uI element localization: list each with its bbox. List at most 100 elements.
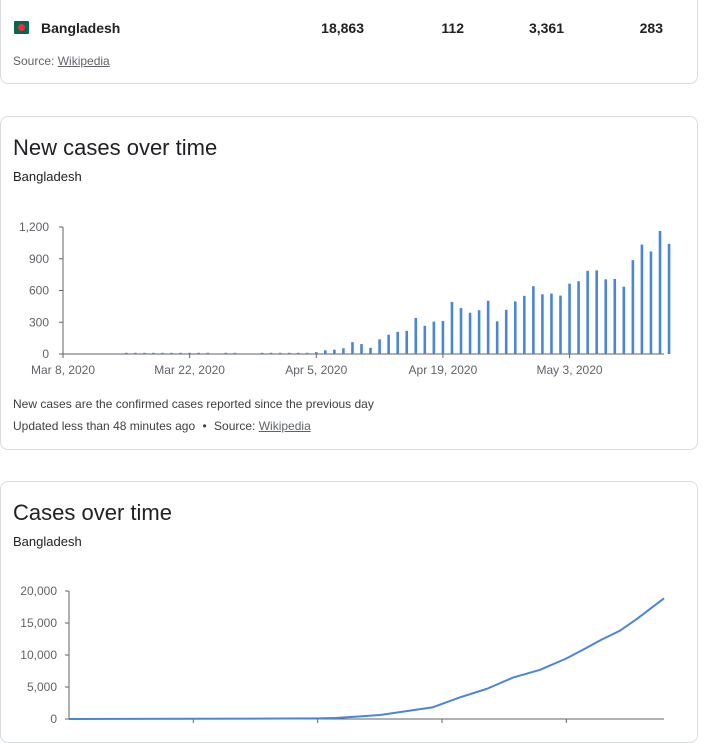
bar <box>613 279 616 354</box>
new-cases-subtitle: Bangladesh <box>13 169 82 184</box>
bar <box>451 302 454 354</box>
x-tick-label: Mar 8, 2020 <box>31 363 95 377</box>
flag-red-disc <box>18 24 25 31</box>
new-cases-card: New cases over time Bangladesh 0 300 600 90… <box>0 116 698 450</box>
total-cases-value: 18,863 <box>284 20 364 36</box>
bar <box>225 353 228 354</box>
update-line: Updated less than 48 minutes ago • Sourc… <box>13 419 311 433</box>
bar <box>125 353 128 354</box>
bar <box>623 287 626 354</box>
cases-over-time-card: Cases over time Bangladesh 0 5,000 10,000 1… <box>0 481 698 743</box>
bar <box>161 353 164 354</box>
bar <box>514 301 517 354</box>
bar <box>487 301 490 354</box>
y-tick-label: 20,000 <box>20 584 57 598</box>
bar <box>270 353 273 354</box>
y-tick-label: 300 <box>29 315 49 329</box>
deaths-value: 283 <box>583 20 663 36</box>
bar <box>143 353 146 354</box>
bar <box>279 353 282 354</box>
bar <box>378 339 381 354</box>
bar <box>134 353 137 354</box>
cases-line-chart: 0 5,000 10,000 15,000 20,000 <box>1 577 699 737</box>
bar <box>568 284 571 354</box>
bar <box>405 331 408 354</box>
bar <box>234 353 237 354</box>
bar <box>595 270 598 354</box>
bar <box>668 244 671 354</box>
bar <box>604 279 607 354</box>
table-row[interactable]: Bangladesh 18,863 112 3,361 283 <box>1 16 699 40</box>
x-tick-label: Apr 19, 2020 <box>409 363 478 377</box>
new-cases-title: New cases over time <box>13 135 217 161</box>
y-tick-label: 1,200 <box>19 220 49 234</box>
bar <box>659 231 662 354</box>
update-source-label: Source: <box>214 419 255 433</box>
bar <box>650 251 653 354</box>
bar <box>414 318 417 354</box>
bar <box>170 353 173 354</box>
cases-title: Cases over time <box>13 500 172 526</box>
bar <box>179 353 182 354</box>
bar <box>433 322 436 354</box>
bar <box>632 260 635 354</box>
bar <box>496 321 499 354</box>
bar <box>387 335 390 354</box>
update-source-wikipedia-link[interactable]: Wikipedia <box>259 419 311 433</box>
bar <box>342 348 345 354</box>
bar <box>586 271 589 354</box>
bar <box>315 352 318 354</box>
separator-dot: • <box>202 419 206 433</box>
new-cases-bar-chart: 0 300 600 900 1,200 Mar 8, 2020 Mar 22, 2020 Ap… <box>1 217 699 387</box>
bar <box>351 342 354 354</box>
updated-text: Updated less than 48 minutes ago <box>13 419 195 433</box>
source-wikipedia-link[interactable]: Wikipedia <box>58 54 110 68</box>
bar <box>306 353 309 354</box>
recovered-value: 3,361 <box>484 20 564 36</box>
bar <box>541 294 544 354</box>
bar <box>532 286 535 354</box>
bar <box>152 353 155 354</box>
table-source: Source: Wikipedia <box>13 54 110 68</box>
source-label: Source: <box>13 54 54 68</box>
bar <box>505 310 508 354</box>
bar <box>442 321 445 354</box>
bar <box>261 353 264 354</box>
bar <box>396 332 399 354</box>
bar <box>478 310 481 354</box>
bangladesh-flag-icon <box>14 21 29 34</box>
bar <box>469 313 472 354</box>
bar <box>297 353 300 354</box>
bar <box>559 296 562 354</box>
bar <box>288 353 291 354</box>
y-tick-label: 0 <box>50 712 57 726</box>
bar <box>577 281 580 354</box>
y-tick-label: 900 <box>29 252 49 266</box>
bar <box>460 308 463 354</box>
y-tick-label: 5,000 <box>27 680 57 694</box>
x-tick-label: May 3, 2020 <box>537 363 603 377</box>
cases-series-line <box>69 598 664 719</box>
bar <box>523 296 526 354</box>
bar <box>641 245 644 354</box>
country-name: Bangladesh <box>41 20 120 36</box>
bar <box>197 353 200 354</box>
bar <box>324 350 327 354</box>
bar <box>424 326 427 354</box>
bar <box>360 344 363 354</box>
bar <box>206 353 209 354</box>
bar <box>333 350 336 354</box>
bar <box>550 294 553 354</box>
bar <box>369 348 372 354</box>
bar <box>188 353 191 354</box>
new-cases-note: New cases are the confirmed cases report… <box>13 397 374 411</box>
y-tick-label: 15,000 <box>20 616 57 630</box>
x-tick-label: Mar 22, 2020 <box>154 363 225 377</box>
cases-subtitle: Bangladesh <box>13 534 82 549</box>
new-cases-value: 112 <box>384 20 464 36</box>
x-tick-label: Apr 5, 2020 <box>285 363 347 377</box>
y-tick-label: 600 <box>29 284 49 298</box>
y-tick-label: 10,000 <box>20 648 57 662</box>
y-tick-label: 0 <box>42 347 49 361</box>
summary-table-card: Bangladesh 18,863 112 3,361 283 Source: … <box>0 0 698 84</box>
